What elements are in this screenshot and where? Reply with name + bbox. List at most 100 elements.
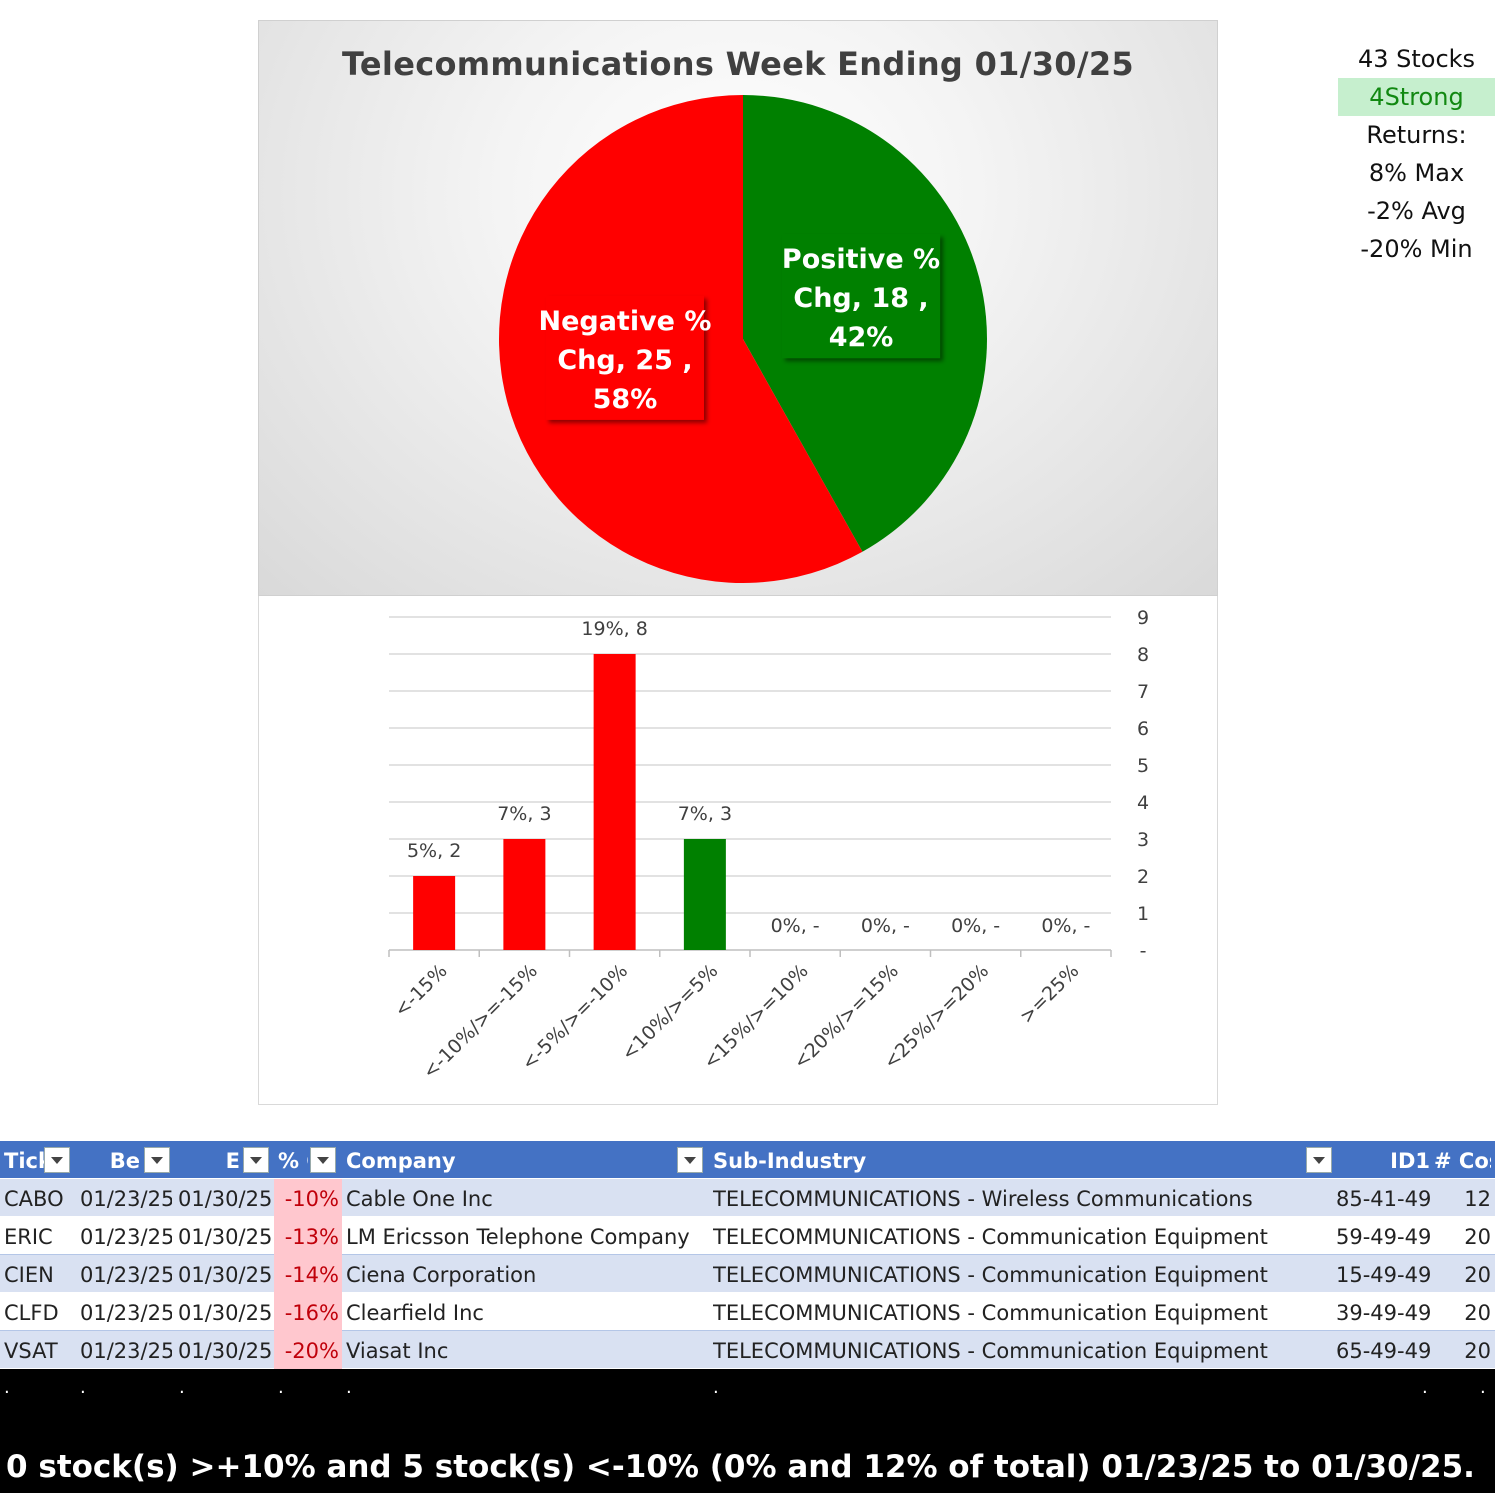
cell-id1: 65-49-49 <box>1336 1339 1430 1363</box>
x-tick-label: <-15% <box>390 960 452 1022</box>
cell-end-date: 01/30/25 <box>178 1187 272 1211</box>
header-begin: Be <box>109 1149 140 1173</box>
pie-label-positive: Positive % Chg, 18 , 42% <box>782 234 941 359</box>
y-tick-label: 3 <box>1137 829 1149 851</box>
cell-begin-date: 01/23/25 <box>80 1339 172 1363</box>
cell-pct-change: -14% <box>274 1255 342 1293</box>
cell-pct-change: -13% <box>274 1217 342 1255</box>
strong-count: 4Strong <box>1338 78 1495 116</box>
header-company: Company <box>346 1149 456 1173</box>
dot-marker: . <box>1480 1377 1486 1398</box>
header-end: E <box>225 1149 240 1173</box>
filter-dropdown-end[interactable] <box>243 1147 269 1173</box>
bar-data-label: 0%, - <box>771 915 820 937</box>
table-row[interactable]: ERIC 01/23/25 01/30/25 -13% LM Ericsson Tele… <box>0 1217 1495 1255</box>
cell-num-cos: 20 <box>1464 1339 1491 1363</box>
cell-company: Ciena Corporation <box>346 1263 537 1287</box>
bar <box>503 839 546 950</box>
pie-label-box <box>545 295 704 420</box>
cell-end-date: 01/30/25 <box>178 1339 272 1363</box>
cell-id1: 39-49-49 <box>1336 1301 1430 1325</box>
dot-marker: . <box>80 1377 86 1398</box>
cell-begin-date: 01/23/25 <box>80 1187 172 1211</box>
cell-ticker: CABO <box>4 1187 64 1211</box>
bar <box>413 876 456 950</box>
y-tick-label: 7 <box>1137 681 1149 703</box>
y-tick-label: - <box>1140 940 1147 962</box>
y-tick-label: 9 <box>1137 607 1149 629</box>
summary-text: 0 stock(s) >+10% and 5 stock(s) <-10% (0… <box>6 1449 1475 1485</box>
bar-chart-panel: 5%, 2 7%, 3 19%, 8 7%, 3 0%, - 0%, - 0%, - 0%, … <box>258 596 1218 1105</box>
cell-ticker: CLFD <box>4 1301 59 1325</box>
cell-sub-industry: TELECOMMUNICATIONS - Communication Equip… <box>713 1301 1268 1325</box>
table-row[interactable]: VSAT 01/23/25 01/30/25 -20% Viasat Inc TELECO… <box>0 1331 1495 1369</box>
filter-dropdown-company[interactable] <box>677 1147 703 1173</box>
bar-chart: 5%, 2 7%, 3 19%, 8 7%, 3 0%, - 0%, - 0%, - 0%, … <box>388 607 1149 1083</box>
cell-end-date: 01/30/25 <box>178 1263 272 1287</box>
pie-label-box <box>782 234 941 359</box>
y-tick-label: 1 <box>1137 903 1149 925</box>
pie-chart-title: Telecommunications Week Ending 01/30/25 <box>342 45 1134 83</box>
bar <box>593 654 636 950</box>
bar <box>683 839 726 950</box>
pie-chart-panel: Telecommunications Week Ending 01/30/25 … <box>258 20 1218 596</box>
returns-max: 8% Max <box>1368 159 1465 187</box>
cell-sub-industry: TELECOMMUNICATIONS - Communication Equip… <box>713 1263 1268 1287</box>
table-row[interactable]: CIEN 01/23/25 01/30/25 -14% Ciena Corporatio… <box>0 1255 1495 1293</box>
bar-data-label: 0%, - <box>951 915 1000 937</box>
pie-label-line: Negative % <box>538 306 711 337</box>
cell-end-date: 01/30/25 <box>178 1225 272 1249</box>
dot-marker: . <box>1422 1377 1428 1398</box>
returns-label: Returns: <box>1366 121 1467 149</box>
cell-num-cos: 12 <box>1464 1187 1491 1211</box>
header-pct-change: % C <box>278 1149 308 1173</box>
filter-dropdown-pct-change[interactable] <box>310 1147 336 1173</box>
dot-marker: . <box>278 1377 284 1398</box>
header-ticker: Tick <box>4 1149 44 1173</box>
cell-begin-date: 01/23/25 <box>80 1225 172 1249</box>
filter-dropdown-sub-industry[interactable] <box>1306 1147 1332 1173</box>
table-row[interactable]: CLFD 01/23/25 01/30/25 -16% Clearfield Inc TE… <box>0 1293 1495 1331</box>
pie-label-negative: Negative % Chg, 25 , 58% <box>538 295 711 420</box>
summary-bar: . . . . . . . . 0 stock(s) >+10% and 5 s… <box>0 1369 1495 1493</box>
pie-label-line: Chg, 18 , <box>793 283 928 314</box>
dot-marker: . <box>713 1377 719 1398</box>
pie-chart: Negative % Chg, 25 , 58% Positive % Chg, 18 … <box>498 95 987 584</box>
pie-label-line: Positive % <box>782 244 940 275</box>
cell-company: Viasat Inc <box>346 1339 449 1363</box>
table-header-row: Tick Be E % C Company Sub-Industry ID1 #… <box>0 1141 1495 1179</box>
bar-data-label: 5%, 2 <box>407 840 461 862</box>
cell-company: Cable One Inc <box>346 1187 493 1211</box>
filter-dropdown-begin[interactable] <box>144 1147 170 1173</box>
y-tick-label: 4 <box>1137 792 1149 814</box>
cell-num-cos: 20 <box>1464 1263 1491 1287</box>
header-id1: ID1 <box>1390 1149 1430 1173</box>
cell-num-cos: 20 <box>1464 1225 1491 1249</box>
y-tick-label: 2 <box>1137 866 1149 888</box>
dot-marker: . <box>4 1377 10 1398</box>
returns-avg: -2% Avg <box>1367 197 1466 225</box>
dot-marker: . <box>346 1377 352 1398</box>
cell-id1: 15-49-49 <box>1336 1263 1430 1287</box>
cell-company: Clearfield Inc <box>346 1301 484 1325</box>
cell-pct-change: -10% <box>274 1179 342 1217</box>
bar-data-label: 7%, 3 <box>497 803 551 825</box>
cell-id1: 85-41-49 <box>1336 1187 1430 1211</box>
filter-dropdown-ticker[interactable] <box>44 1147 70 1173</box>
cell-ticker: CIEN <box>4 1263 54 1287</box>
cell-sub-industry: TELECOMMUNICATIONS - Communication Equip… <box>713 1339 1268 1363</box>
table-row[interactable]: CABO 01/23/25 01/30/25 -10% Cable One Inc TEL… <box>0 1179 1495 1217</box>
x-tick-label: >=25% <box>1015 960 1083 1028</box>
stats-panel: 43 Stocks 4Strong Returns: 8% Max -2% Av… <box>1338 40 1495 268</box>
pie-label-line: Chg, 25 , <box>557 345 692 376</box>
cell-ticker: VSAT <box>4 1339 58 1363</box>
cell-num-cos: 20 <box>1464 1301 1491 1325</box>
cell-pct-change: -16% <box>274 1293 342 1331</box>
bar-data-label: 0%, - <box>861 915 910 937</box>
dot-marker: . <box>179 1377 185 1398</box>
y-tick-label: 5 <box>1137 755 1149 777</box>
cell-sub-industry: TELECOMMUNICATIONS - Communication Equip… <box>713 1225 1268 1249</box>
bar-data-label: 19%, 8 <box>581 618 647 640</box>
y-tick-label: 8 <box>1137 644 1149 666</box>
pie-label-line: 58% <box>593 384 658 415</box>
